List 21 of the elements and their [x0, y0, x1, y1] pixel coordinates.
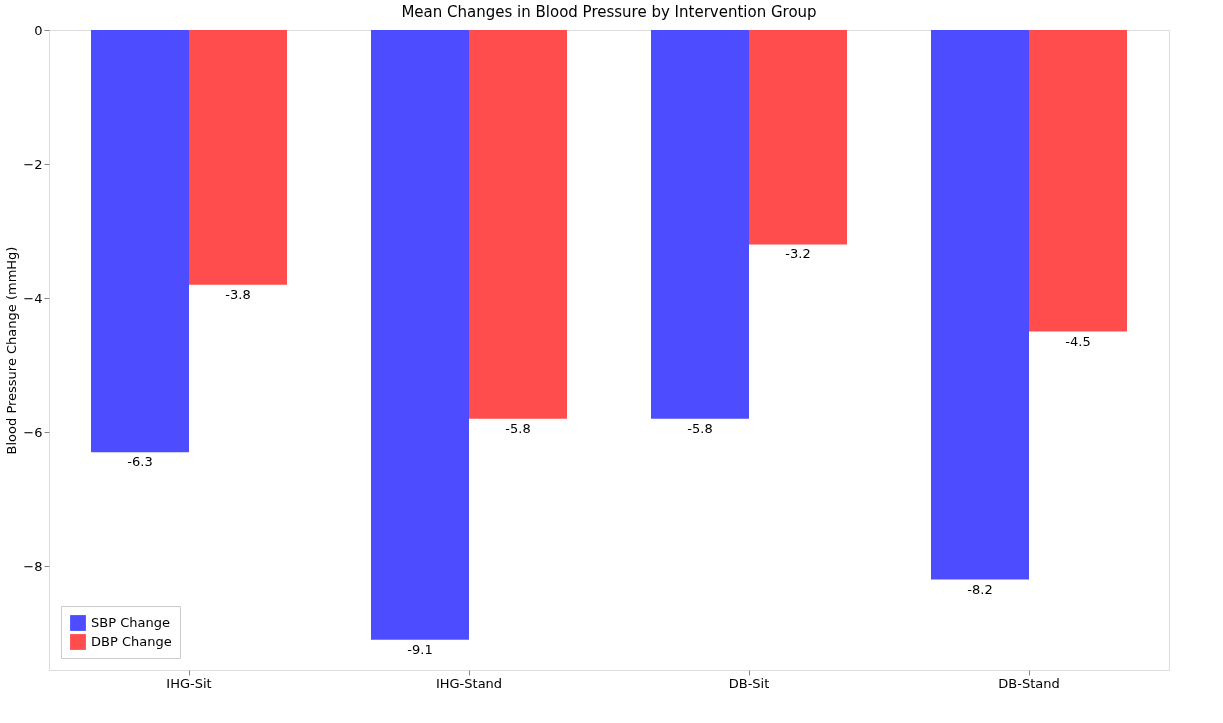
data-label: -6.3 [127, 454, 153, 470]
x-tick-label: DB-Stand [998, 675, 1060, 691]
data-label: -5.8 [505, 420, 531, 436]
data-label: -9.1 [407, 641, 433, 657]
y-tick-label: −2 [23, 156, 43, 172]
legend-label: DBP Change [91, 634, 172, 649]
chart-title: Mean Changes in Blood Pressure by Intervention Group [401, 3, 817, 21]
y-axis-title: Blood Pressure Change (mmHg) [4, 246, 20, 455]
x-tick-label: IHG-Stand [435, 675, 503, 691]
y-tick-label: 0 [34, 22, 43, 38]
data-label: -3.8 [225, 286, 251, 302]
x-tick-label: DB-Sit [728, 675, 770, 691]
data-label: -8.2 [967, 581, 993, 597]
data-label: -5.8 [687, 420, 713, 436]
y-tick-label: −6 [23, 424, 43, 440]
data-label: -3.2 [785, 246, 811, 262]
legend-label: SBP Change [91, 615, 170, 630]
y-tick-label: −8 [23, 558, 43, 574]
data-label: -4.5 [1065, 333, 1091, 349]
y-tick-label: −4 [23, 290, 43, 306]
x-tick-label: IHG-Sit [166, 675, 212, 691]
